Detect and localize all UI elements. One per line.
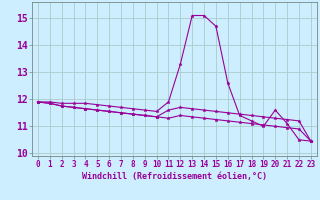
X-axis label: Windchill (Refroidissement éolien,°C): Windchill (Refroidissement éolien,°C)	[82, 172, 267, 181]
